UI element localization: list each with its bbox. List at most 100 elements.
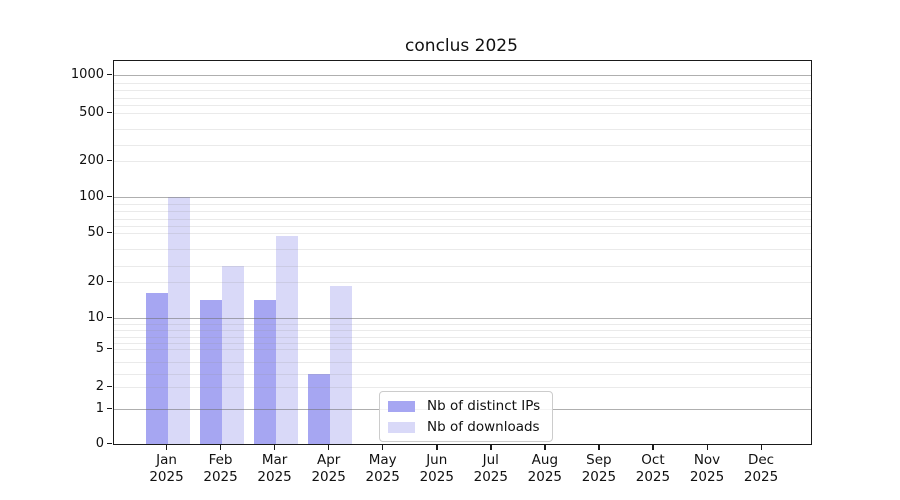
minor-gridline bbox=[114, 233, 811, 234]
y-tick-label: 2 bbox=[95, 378, 104, 394]
x-tick-mark bbox=[706, 444, 708, 450]
legend-entry: Nb of distinct IPs bbox=[388, 398, 540, 414]
y-tick-label: 500 bbox=[79, 104, 104, 120]
plot-area bbox=[113, 60, 812, 445]
minor-gridline bbox=[114, 349, 811, 350]
major-gridline bbox=[114, 197, 811, 198]
x-tick-year: 2025 bbox=[311, 469, 346, 485]
x-tick-label: Jul 2025 bbox=[461, 452, 521, 486]
y-tick-mark bbox=[107, 316, 112, 318]
x-tick-mark bbox=[274, 444, 276, 450]
x-tick-label: Apr 2025 bbox=[299, 452, 359, 486]
x-tick-label: Sep 2025 bbox=[569, 452, 629, 486]
minor-gridline bbox=[114, 265, 811, 267]
x-tick-month: Mar bbox=[261, 452, 288, 468]
x-tick-label: Mar 2025 bbox=[245, 452, 305, 486]
x-tick-label: May 2025 bbox=[353, 452, 413, 486]
y-tick-label: 20 bbox=[87, 273, 104, 289]
chart-title: conclus 2025 bbox=[405, 36, 518, 56]
minor-gridline bbox=[114, 336, 811, 338]
x-tick-mark bbox=[220, 444, 222, 450]
x-tick-mark bbox=[490, 444, 492, 450]
x-tick-year: 2025 bbox=[689, 469, 725, 485]
minor-gridline bbox=[114, 324, 811, 326]
x-tick-label: Feb 2025 bbox=[191, 452, 251, 486]
y-tick-mark bbox=[107, 159, 112, 161]
y-tick-mark bbox=[107, 73, 112, 75]
legend-label: Nb of downloads bbox=[427, 419, 540, 435]
x-tick-label: Aug 2025 bbox=[515, 452, 575, 486]
minor-gridline bbox=[114, 218, 811, 220]
x-tick-month: Apr bbox=[316, 452, 341, 468]
y-tick-label: 10 bbox=[87, 309, 104, 325]
minor-gridline bbox=[114, 97, 811, 99]
y-tick-label: 50 bbox=[87, 224, 104, 240]
minor-gridline bbox=[114, 282, 811, 283]
x-tick-year: 2025 bbox=[581, 469, 617, 485]
x-tick-label: Jun 2025 bbox=[407, 452, 467, 486]
legend-swatch-downloads bbox=[388, 421, 415, 433]
x-tick-label: Dec 2025 bbox=[731, 452, 791, 486]
bar-downloads bbox=[221, 265, 244, 444]
minor-gridline bbox=[114, 387, 811, 388]
x-tick-label: Oct 2025 bbox=[623, 452, 683, 486]
y-tick-mark bbox=[107, 442, 112, 444]
minor-gridline bbox=[114, 129, 811, 130]
x-tick-month: Jun bbox=[426, 452, 448, 468]
x-tick-mark bbox=[760, 444, 762, 450]
x-tick-year: 2025 bbox=[365, 469, 400, 485]
minor-gridline bbox=[114, 113, 811, 114]
y-tick-label: 5 bbox=[95, 340, 104, 356]
minor-gridline bbox=[114, 225, 811, 227]
x-tick-mark bbox=[652, 444, 654, 450]
x-tick-year: 2025 bbox=[527, 469, 563, 485]
x-tick-year: 2025 bbox=[149, 469, 184, 485]
x-tick-year: 2025 bbox=[203, 469, 238, 485]
legend-entry: Nb of downloads bbox=[388, 419, 540, 435]
minor-gridline bbox=[114, 330, 811, 332]
legend-label: Nb of distinct IPs bbox=[427, 398, 541, 414]
bar-downloads bbox=[329, 285, 352, 444]
x-tick-mark bbox=[544, 444, 546, 450]
x-tick-month: Jul bbox=[482, 452, 499, 468]
minor-gridline bbox=[114, 204, 811, 206]
major-gridline bbox=[114, 75, 811, 76]
minor-gridline bbox=[114, 105, 811, 107]
x-tick-year: 2025 bbox=[257, 469, 292, 485]
x-tick-label: Jan 2025 bbox=[137, 452, 197, 486]
x-tick-label: Nov 2025 bbox=[677, 452, 737, 486]
bar-downloads bbox=[167, 197, 190, 444]
x-tick-month: Aug bbox=[531, 452, 559, 468]
minor-gridline bbox=[114, 145, 811, 146]
x-tick-mark bbox=[436, 444, 438, 450]
y-tick-label: 100 bbox=[79, 188, 104, 204]
x-tick-mark bbox=[166, 444, 168, 450]
bar-downloads bbox=[275, 236, 298, 444]
minor-gridline bbox=[114, 361, 811, 363]
legend-swatch-distinct-ips bbox=[388, 400, 415, 412]
x-tick-mark bbox=[328, 444, 330, 450]
y-tick-mark bbox=[107, 195, 112, 197]
major-gridline bbox=[114, 318, 811, 319]
y-tick-mark bbox=[107, 280, 112, 282]
x-tick-year: 2025 bbox=[473, 469, 508, 485]
bar-distinct-ips bbox=[199, 300, 222, 444]
y-tick-label: 1000 bbox=[70, 66, 104, 82]
minor-gridline bbox=[114, 249, 811, 251]
minor-gridline bbox=[114, 342, 811, 344]
y-tick-label: 0 bbox=[95, 435, 104, 451]
y-tick-mark bbox=[107, 347, 112, 349]
x-tick-year: 2025 bbox=[635, 469, 671, 485]
minor-gridline bbox=[114, 90, 811, 92]
bar-distinct-ips bbox=[145, 292, 168, 444]
x-tick-month: Dec bbox=[747, 452, 775, 468]
x-tick-mark bbox=[382, 444, 384, 450]
y-tick-mark bbox=[107, 231, 112, 233]
y-tick-mark bbox=[107, 111, 112, 113]
minor-gridline bbox=[114, 82, 811, 84]
x-tick-month: May bbox=[368, 452, 397, 468]
y-tick-mark bbox=[107, 407, 112, 409]
y-tick-label: 1 bbox=[95, 400, 104, 416]
x-tick-year: 2025 bbox=[419, 469, 454, 485]
